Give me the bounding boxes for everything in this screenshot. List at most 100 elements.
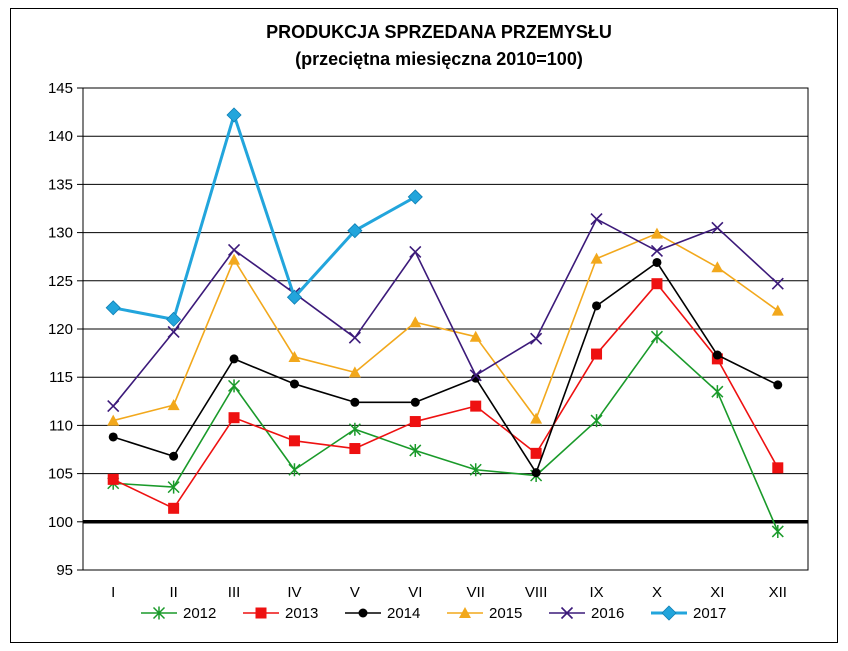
legend-item-2015: 2015 [447,605,522,622]
x-tick-label: I [111,584,115,601]
data-point-2013-VI [409,416,421,428]
legend-item-2017: 2017 [651,605,726,622]
data-point-2016-II [167,325,180,338]
series-line-2017 [112,113,417,321]
series-line-2014 [112,261,779,474]
data-point-2016-I [107,400,120,413]
data-point-2017-III [226,107,242,123]
x-tick-label: VIII [525,584,548,601]
series-line-2015 [113,232,779,422]
x-tick-label: IV [287,584,301,601]
data-point-2017-IV [286,289,303,305]
data-point-2013-II [168,502,180,514]
gridlines [83,87,808,475]
data-point-2012-II [167,480,180,494]
y-tick-labels: 95 100 105 110 115 120 125 130 135 140 145 [48,80,73,579]
data-point-2014-V [350,397,360,407]
x-tick-label: XI [710,584,724,601]
data-point-2016-IX [590,213,603,226]
data-point-2015-III [228,253,241,265]
data-point-2013-X [651,278,663,290]
legend-marker [661,605,677,621]
data-point-2013-VII [470,400,482,412]
axes [77,87,809,571]
data-point-2015-VIII [530,412,543,424]
data-point-2015-II [167,399,180,411]
data-point-2016-XII [771,277,784,290]
data-point-2015-VI [409,316,422,328]
data-point-2012-III [228,379,241,393]
data-point-2013-I [107,473,119,485]
legend-label: 2017 [693,605,726,622]
chart-title: PRODUKCJA SPRZEDANA PRZEMYSŁU [266,22,612,42]
data-point-2014-IX [592,301,602,311]
legend-marker [459,607,471,618]
data-point-2015-IV [288,350,301,362]
legend-marker [358,608,368,618]
legend-marker [255,607,267,619]
legend-label: 2013 [285,605,318,622]
x-tick-label: V [350,584,360,601]
data-point-2012-V [348,422,361,436]
data-point-2014-VIII [531,468,541,478]
legend-label: 2016 [591,605,624,622]
data-point-2016-X [650,244,664,257]
y-tick-label: 95 [56,562,73,579]
data-point-2016-III [227,243,241,257]
data-point-2014-VI [410,397,420,407]
data-point-2016-XI [711,221,724,234]
data-point-2012-IV [288,463,301,477]
data-point-2013-IV [288,435,300,447]
y-tick-label: 115 [49,369,73,386]
data-point-2015-VII [469,330,482,342]
series-2014 [108,257,783,478]
data-point-2016-VI [409,245,422,258]
x-tick-label: VII [467,584,485,601]
series-lines [105,107,784,538]
data-point-2012-VI [409,443,422,457]
x-tick-labels: I II III IV V VI VII VIII IX X XI XII [111,584,787,601]
data-point-2014-IV [289,379,299,389]
data-point-2012-XI [711,385,724,399]
data-point-2017-II [166,311,182,327]
data-point-2017-VI [407,189,423,205]
data-point-2012-IX [590,414,603,428]
data-point-2014-III [229,354,239,364]
data-point-2014-VII [471,373,481,383]
data-point-2015-X [650,227,663,239]
data-point-2014-I [108,432,118,442]
legend-label: 2014 [387,605,420,622]
x-tick-label: X [652,584,662,601]
legend-marker [560,606,574,620]
series-line-2012 [113,335,779,532]
data-point-2015-XI [711,261,724,273]
y-tick-label: 145 [48,80,73,97]
x-tick-label: VI [408,584,422,601]
series-2015 [107,227,784,426]
legend-item-2016: 2016 [549,605,624,622]
data-point-2015-IX [590,252,603,264]
y-tick-label: 110 [49,417,73,434]
data-point-2012-X [650,330,663,344]
y-tick-label: 105 [48,466,73,483]
data-point-2012-XII [771,524,784,538]
data-point-2013-XII [772,462,784,474]
series-line-2013 [112,282,779,510]
line-chart: PRODUKCJA SPRZEDANA PRZEMYSŁU (przeciętn… [48,22,809,622]
x-tick-label: II [169,584,177,601]
chart-subtitle: (przeciętna miesięczna 2010=100) [295,49,583,69]
data-point-2015-I [107,414,120,426]
data-point-2014-II [169,451,179,461]
x-tick-label: III [228,584,241,601]
data-point-2015-V [348,366,361,378]
series-2017 [105,107,423,327]
series-2012 [107,330,784,538]
legend-label: 2015 [489,605,522,622]
data-point-2015-XII [771,304,784,316]
legend-label: 2012 [183,605,216,622]
data-point-2016-VII [469,369,482,382]
legend-item-2014: 2014 [345,605,420,622]
y-tick-label: 120 [48,321,73,338]
legend: 2012 2013 2014 2015 2016 2017 [141,605,726,622]
data-point-2014-XI [712,350,722,360]
